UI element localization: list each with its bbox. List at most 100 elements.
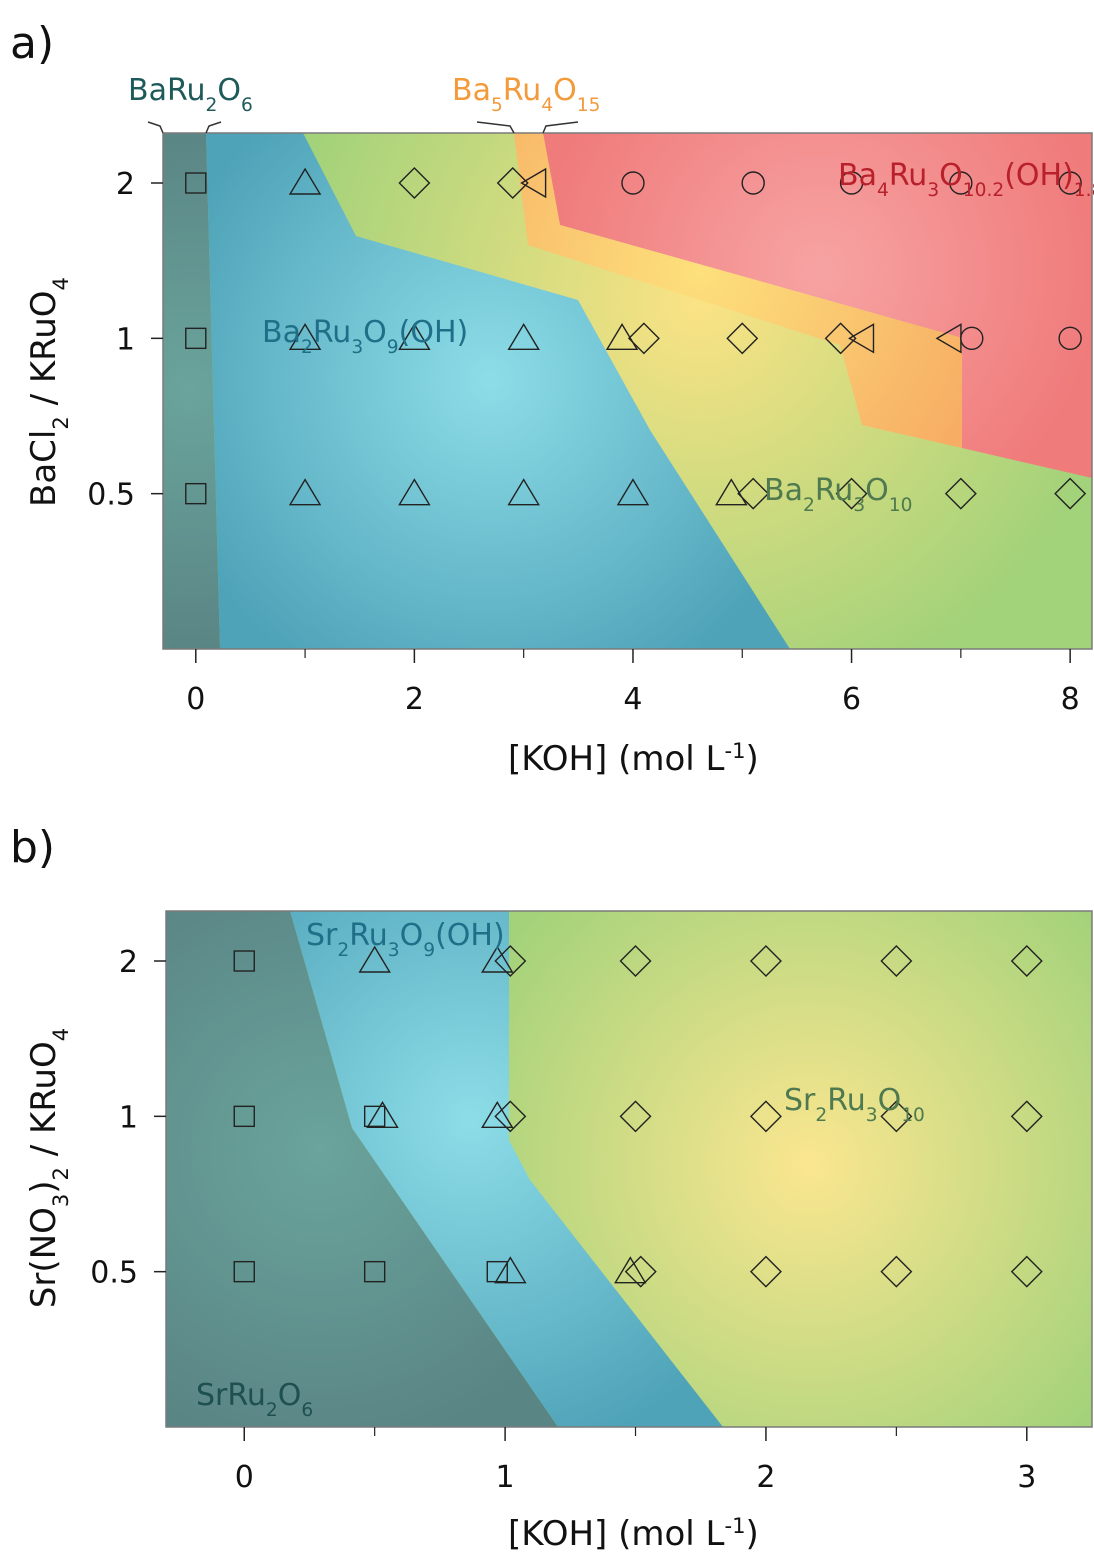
- marker-triangle-up: [288, 478, 322, 506]
- marker-square: [185, 482, 207, 505]
- panel-b-y-axis-label: Sr(NO3)2 / KRuO4: [24, 1028, 73, 1308]
- marker-triangle-up: [398, 478, 431, 506]
- marker-triangle-up: [481, 945, 514, 973]
- marker-triangle-up: [507, 478, 540, 506]
- marker-diamond: [619, 945, 652, 977]
- marker-diamond: [749, 945, 782, 977]
- marker-square: [233, 950, 255, 972]
- panel-b-label: b): [10, 822, 55, 873]
- ba5ru4o15-bracket: [476, 121, 579, 134]
- phase-region-ba5ru4o15: [514, 133, 962, 448]
- panel-b-y-tick-label: 0.5: [90, 1256, 138, 1291]
- marker-circle: [1058, 326, 1082, 351]
- phase-region-sr2ru3o9-oh: [290, 911, 723, 1427]
- phase-region-baru2o6: [163, 133, 220, 649]
- marker-triangle-up: [494, 1256, 527, 1284]
- marker-triangle-up: [288, 322, 322, 351]
- marker-triangle-up: [288, 167, 322, 195]
- panel-a-y-axis-label: BaCl2 / KRuO4: [24, 277, 73, 507]
- phase-label-ba5ru4o15: Ba5Ru4O15: [452, 73, 600, 116]
- panel-a-label: a): [10, 18, 54, 69]
- marker-triangle-up: [616, 478, 650, 506]
- marker-diamond: [944, 477, 977, 510]
- marker-diamond: [619, 1100, 652, 1133]
- panel-b-phase-regions: [166, 911, 1092, 1427]
- marker-diamond: [624, 1255, 657, 1288]
- marker-triangle-up: [614, 1256, 647, 1284]
- marker-diamond: [880, 945, 913, 977]
- marker-diamond: [627, 322, 660, 355]
- marker-circle: [839, 171, 864, 195]
- marker-square: [185, 172, 207, 194]
- panel-b-frame: [165, 910, 1093, 1428]
- marker-circle: [741, 171, 765, 195]
- marker-diamond: [494, 945, 527, 977]
- marker-diamond: [880, 1100, 913, 1133]
- marker-diamond: [1010, 945, 1043, 977]
- marker-diamond: [1054, 477, 1087, 510]
- panel-a-frame: [162, 132, 1093, 650]
- marker-diamond: [494, 1100, 527, 1133]
- panel-b-x-axis-label: [KOH] (mol L-1): [508, 1513, 759, 1555]
- marker-triangle-up: [398, 322, 431, 351]
- phase-label-ba2ru3o10: Ba2Ru3O10: [764, 473, 912, 516]
- baru2o6-bracket: [147, 121, 222, 134]
- phase-label-sr2ru3o10: Sr2Ru3O10: [784, 1083, 925, 1126]
- panel-b: b) 0 1 2 3 0.5 1 2 Sr2Ru3O9(OH) Sr2Ru3O10 SrRu…: [10, 822, 1093, 1555]
- panel-a-phase-regions: [163, 133, 1092, 649]
- panel-a-y-tick-label: 0.5: [87, 478, 135, 513]
- marker-square: [233, 1260, 255, 1283]
- panel-a-axes: 0 2 4 6 8 0.5 1 2: [87, 167, 1079, 717]
- panel-a-x-tick-label: 6: [842, 682, 861, 717]
- marker-diamond: [1010, 1100, 1043, 1133]
- panel-b-y-tick-label: 1: [119, 1100, 138, 1135]
- panel-a: a) 0 2 4 6 8 0.5 1 2 BaRu2O6 Ba5Ru4O15 Ba4Ru3O1…: [10, 18, 1094, 779]
- marker-circle: [960, 326, 984, 351]
- phase-label-ba2ru3o9-oh: Ba2Ru3O9(OH): [262, 315, 468, 358]
- marker-diamond: [824, 322, 857, 355]
- marker-diamond: [749, 1100, 782, 1133]
- panel-b-y-tick-label: 2: [119, 945, 138, 980]
- phase-label-baru2o6: BaRu2O6: [128, 73, 253, 116]
- panel-b-data-points: [233, 945, 1043, 1288]
- marker-circle: [949, 171, 973, 195]
- marker-square: [363, 1260, 386, 1283]
- phase-region-srru2o6: [166, 911, 558, 1427]
- marker-diamond: [726, 322, 759, 355]
- marker-triangle-up: [358, 945, 391, 973]
- marker-triangle-left: [520, 167, 547, 199]
- panel-a-y-tick-label: 2: [116, 167, 135, 202]
- panel-a-data-points: [185, 167, 1087, 510]
- phase-region-ba4ru3o10-oh: [543, 133, 1092, 478]
- panel-a-x-tick-label: 4: [623, 682, 642, 717]
- panel-b-x-tick-label: 2: [756, 1460, 775, 1495]
- panel-a-x-tick-label: 8: [1061, 682, 1080, 717]
- phase-label-sr2ru3o9-oh: Sr2Ru3O9(OH): [306, 918, 505, 961]
- marker-triangle-up: [507, 322, 540, 351]
- marker-square: [233, 1105, 255, 1128]
- marker-circle: [1058, 171, 1082, 195]
- marker-diamond: [398, 167, 431, 199]
- phase-region-ba2ru3o9-oh: [206, 133, 790, 649]
- panel-b-x-tick-label: 1: [496, 1460, 515, 1495]
- panel-b-axes: 0 1 2 3 0.5 1 2: [90, 945, 1036, 1495]
- marker-diamond: [835, 477, 868, 510]
- panel-a-x-tick-label: 2: [405, 682, 424, 717]
- marker-triangle-up: [481, 1100, 514, 1129]
- phase-label-ba4ru3o10-oh: Ba4Ru3O10.2(OH)1.8: [838, 158, 1094, 201]
- marker-diamond: [737, 477, 770, 510]
- panel-a-x-tick-label: 0: [186, 682, 205, 717]
- panel-b-x-tick-label: 0: [235, 1460, 254, 1495]
- marker-square: [185, 327, 207, 350]
- marker-circle: [621, 171, 645, 195]
- panel-b-x-tick-label: 3: [1017, 1460, 1036, 1495]
- marker-triangle-left: [848, 323, 875, 354]
- marker-diamond: [749, 1255, 782, 1288]
- marker-diamond: [1010, 1255, 1043, 1288]
- phase-label-srru2o6: SrRu2O6: [196, 1378, 313, 1421]
- marker-diamond: [880, 1255, 913, 1288]
- panel-a-x-axis-label: [KOH] (mol L-1): [508, 738, 759, 780]
- panel-a-y-tick-label: 1: [116, 322, 135, 357]
- marker-square: [363, 1105, 386, 1128]
